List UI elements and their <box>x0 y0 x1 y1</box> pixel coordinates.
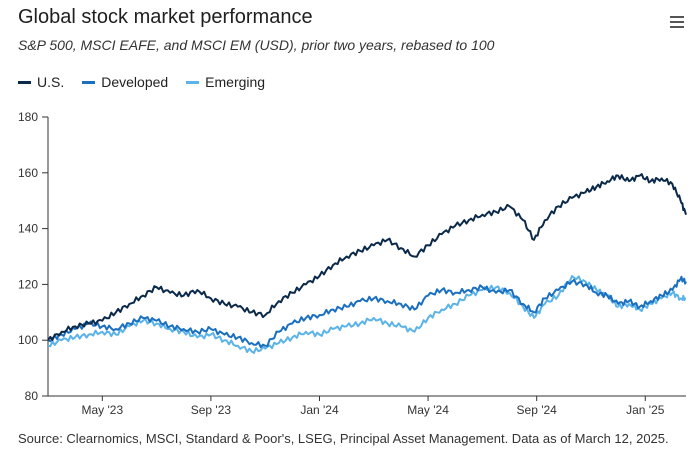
chart-title: Global stock market performance <box>18 6 313 28</box>
legend-swatch-developed <box>82 80 96 84</box>
line-chart: 80 100 120 140 160 180 May '23 Sep '23 Jan '24 Ma… <box>18 110 687 417</box>
series-line-us <box>47 173 687 341</box>
y-tick-label-140: 140 <box>18 222 38 236</box>
x-tick-label-4: Sep '24 <box>517 403 558 417</box>
x-tick-label-0: May '23 <box>81 403 123 417</box>
legend-item-emerging[interactable]: Emerging <box>186 74 265 90</box>
series-line-emerging <box>47 275 687 354</box>
x-tick-label-3: May '24 <box>407 403 449 417</box>
y-tick-label-160: 160 <box>18 166 38 180</box>
legend-item-developed[interactable]: Developed <box>82 74 168 90</box>
y-tick-label-100: 100 <box>18 333 38 347</box>
chart-subtitle: S&P 500, MSCI EAFE, and MSCI EM (USD), p… <box>18 37 495 53</box>
y-tick-label-120: 120 <box>18 277 38 291</box>
x-tick-label-5: Jan '25 <box>626 403 665 417</box>
legend-swatch-us <box>18 80 31 84</box>
chart-legend: U.S. Developed Emerging <box>18 74 265 90</box>
legend-label-developed: Developed <box>101 74 169 90</box>
y-tick-label-80: 80 <box>25 389 39 403</box>
legend-label-us: U.S. <box>37 74 65 90</box>
y-tick-label-180: 180 <box>18 110 38 124</box>
hamburger-menu-icon[interactable] <box>670 16 684 31</box>
legend-label-emerging: Emerging <box>205 74 266 90</box>
series-line-developed <box>47 275 687 349</box>
x-tick-label-2: Jan '24 <box>300 403 339 417</box>
source-note: Source: Clearnomics, MSCI, Standard & Po… <box>18 431 669 446</box>
legend-item-us[interactable]: U.S. <box>18 74 64 90</box>
x-tick-label-1: Sep '23 <box>191 403 232 417</box>
legend-swatch-emerging <box>186 80 200 84</box>
